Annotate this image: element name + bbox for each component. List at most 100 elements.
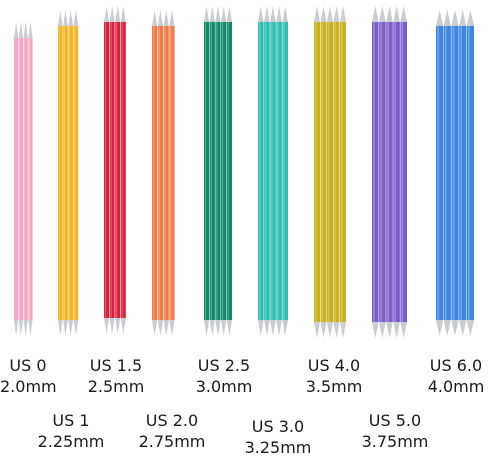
metric-text: 3.25mm: [244, 438, 312, 457]
us-size-text: US 4.0: [307, 356, 361, 375]
needle-tip-top: [163, 10, 169, 26]
needle-shaft: [393, 22, 400, 322]
needle-tip-top: [282, 6, 288, 22]
needle-tip-bottom: [221, 320, 227, 336]
us-size-text: US 6.0: [429, 356, 483, 375]
needle-highlight: [158, 26, 160, 320]
needle-tip-top: [58, 10, 63, 26]
needle-highlight: [19, 38, 21, 320]
needle-tip-top: [340, 6, 346, 22]
needle-highlight: [380, 22, 382, 322]
needle-shaft: [163, 26, 169, 320]
needle-tip-bottom: [120, 318, 126, 334]
needle-highlight: [121, 22, 123, 318]
needle-shaft: [221, 22, 227, 320]
us-size-text: US 0: [9, 356, 47, 375]
needle-tip-top: [314, 6, 320, 22]
needle-highlight: [259, 22, 261, 320]
needle-shaft: [226, 22, 232, 320]
needle-tip-top: [226, 6, 232, 22]
needle-shaft: [58, 26, 63, 320]
needle-tip-bottom: [152, 320, 158, 336]
needle-highlight: [468, 26, 470, 320]
needle-set-us-2-0: [152, 10, 175, 336]
needle-tip-top: [466, 10, 474, 26]
needle-tip-top: [459, 10, 467, 26]
needle-highlight: [283, 22, 285, 320]
needle-tip-bottom: [386, 322, 393, 338]
needle-tip-bottom: [226, 320, 232, 336]
needle-tip-bottom: [28, 320, 33, 336]
needle-shaft: [466, 26, 474, 320]
needle-tip-bottom: [340, 322, 346, 338]
needle-tip-top: [451, 10, 459, 26]
needle-shaft: [104, 22, 109, 318]
needle-tip-top: [115, 6, 121, 22]
metric-text: 3.0mm: [195, 377, 253, 396]
us-size-text: US 1.5: [89, 356, 143, 375]
needle-tip-bottom: [459, 320, 467, 336]
needle-tip-top: [157, 10, 163, 26]
needle-highlight: [152, 26, 155, 320]
needle-shaft: [400, 22, 407, 322]
needle-shaft: [23, 38, 28, 320]
needle-tip-bottom: [393, 322, 400, 338]
label-us-4-0: US 4.0 3.5mm: [302, 355, 366, 397]
needle-set-us-4-0: [314, 6, 346, 338]
needle-shaft: [157, 26, 163, 320]
needle-highlight: [74, 26, 76, 320]
needle-tip-top: [393, 6, 400, 22]
needle-tip-bottom: [333, 322, 340, 338]
needle-tip-top: [386, 6, 393, 22]
needle-tip-top: [400, 6, 407, 22]
metric-text: 2.25mm: [37, 432, 105, 451]
needle-set-us-6-0: [436, 10, 474, 336]
needle-highlight: [204, 22, 207, 320]
needle-set-us-1-5: [104, 6, 126, 334]
needle-shaft: [327, 22, 333, 322]
needle-tip-top: [204, 6, 210, 22]
label-us-2-5: US 2.5 3.0mm: [192, 355, 256, 397]
needle-shaft: [443, 26, 451, 320]
needle-tip-top: [264, 6, 270, 22]
needle-highlight: [444, 26, 447, 320]
needle-shaft: [204, 22, 210, 320]
needle-tip-top: [327, 6, 333, 22]
needle-shaft: [282, 22, 288, 320]
needle-shaft: [73, 26, 79, 320]
metric-text: 3.75mm: [361, 432, 429, 451]
label-us-1-5: US 1.5 2.5mm: [84, 355, 148, 397]
needle-tip-bottom: [436, 320, 444, 336]
needle-tip-bottom: [314, 322, 320, 338]
needle-tip-bottom: [400, 322, 407, 338]
needle-tip-top: [333, 6, 340, 22]
needle-highlight: [104, 22, 106, 318]
needle-tip-top: [169, 10, 175, 26]
needle-tip-top: [270, 6, 276, 22]
needle-shaft: [451, 26, 459, 320]
needle-tip-bottom: [327, 322, 333, 338]
needle-tip-bottom: [451, 320, 459, 336]
needle-shaft: [264, 22, 270, 320]
needle-tip-top: [18, 22, 23, 38]
needle-tip-bottom: [270, 320, 276, 336]
needle-shaft: [314, 22, 320, 322]
needle-highlight: [437, 26, 439, 320]
needle-shaft: [386, 22, 393, 322]
needle-tip-bottom: [466, 320, 474, 336]
needle-tip-bottom: [320, 322, 327, 338]
needle-tip-top: [68, 10, 73, 26]
needle-set-us-5-0: [372, 6, 407, 338]
needle-tip-bottom: [276, 320, 282, 336]
needle-tip-top: [104, 6, 109, 22]
needle-tip-bottom: [104, 318, 109, 334]
needle-tip-bottom: [209, 320, 215, 336]
needle-shaft: [14, 38, 19, 320]
us-size-text: US 3.0: [251, 417, 305, 436]
needle-highlight: [227, 22, 229, 320]
needle-tip-top: [63, 10, 68, 26]
needle-tip-bottom: [23, 320, 28, 336]
us-size-text: US 1: [52, 411, 90, 430]
needle-tip-bottom: [63, 320, 68, 336]
needle-highlight: [401, 22, 404, 322]
